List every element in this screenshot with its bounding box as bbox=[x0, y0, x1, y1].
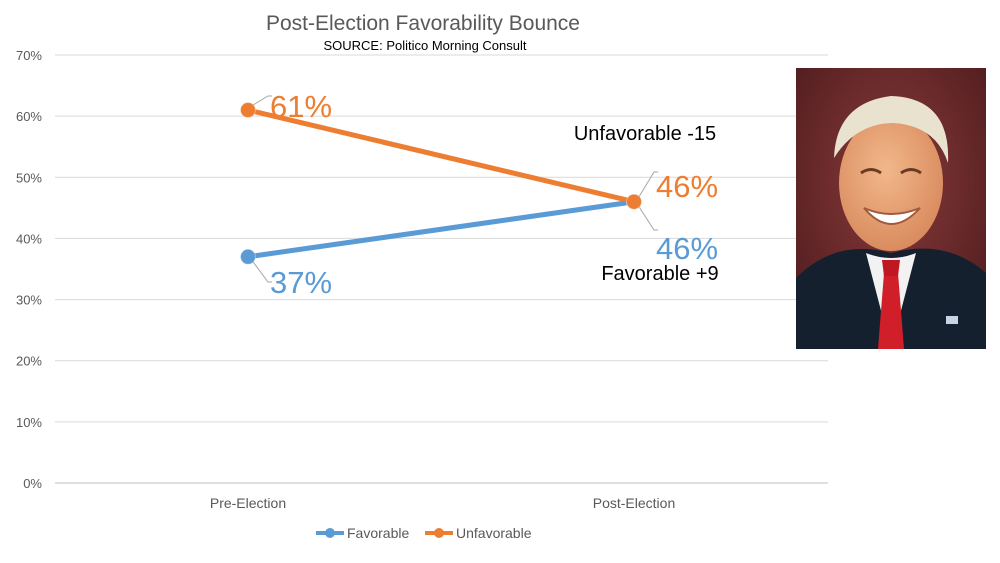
x-tick-label: Post-Election bbox=[593, 495, 675, 511]
annotation-favorable-change: Favorable +9 bbox=[601, 263, 718, 285]
data-label-favorable: 37% bbox=[270, 265, 332, 300]
tie-knot bbox=[882, 260, 900, 276]
series-group: 37% 46% 61% 46% bbox=[240, 89, 718, 300]
legend: Favorable Unfavorable bbox=[316, 525, 532, 541]
y-tick-label: 20% bbox=[16, 354, 42, 369]
label-leader-line bbox=[252, 261, 272, 283]
y-tick-label: 10% bbox=[16, 415, 42, 430]
legend-item-unfavorable[interactable]: Unfavorable bbox=[425, 525, 532, 541]
chart-title: Post-Election Favorability Bounce bbox=[266, 12, 580, 35]
data-label-unfavorable: 61% bbox=[270, 89, 332, 124]
label-leader-line bbox=[252, 95, 272, 106]
portrait-illustration bbox=[796, 68, 986, 349]
data-point-favorable[interactable] bbox=[240, 248, 256, 265]
right-eye bbox=[900, 168, 922, 175]
y-tick-label: 60% bbox=[16, 109, 42, 124]
x-axis: Pre-Election Post-Election bbox=[210, 495, 675, 511]
y-tick-label: 30% bbox=[16, 293, 42, 308]
chart-subtitle: SOURCE: Politico Morning Consult bbox=[323, 38, 526, 53]
hair bbox=[834, 96, 949, 163]
flag-pin bbox=[946, 316, 958, 324]
y-tick-label: 70% bbox=[16, 48, 42, 63]
y-tick-label: 40% bbox=[16, 231, 42, 246]
left-eye bbox=[860, 168, 882, 175]
red-tie bbox=[878, 273, 904, 349]
legend-label-favorable: Favorable bbox=[347, 525, 409, 541]
series-line-favorable bbox=[247, 199, 635, 260]
gridlines bbox=[55, 54, 828, 484]
label-leader-line bbox=[638, 171, 658, 198]
data-label-unfavorable: 46% bbox=[656, 169, 718, 204]
data-point-unfavorable[interactable] bbox=[240, 102, 256, 119]
y-tick-label: 50% bbox=[16, 170, 42, 185]
legend-marker-unfavorable bbox=[434, 528, 444, 538]
data-label-favorable: 46% bbox=[656, 231, 718, 266]
legend-label-unfavorable: Unfavorable bbox=[456, 525, 532, 541]
annotation-unfavorable-change: Unfavorable -15 bbox=[574, 123, 716, 145]
y-axis: 0% 10% 20% 30% 40% 50% 60% 70% bbox=[16, 48, 42, 491]
y-tick-label: 0% bbox=[23, 476, 42, 491]
x-tick-label: Pre-Election bbox=[210, 495, 286, 511]
series-line-unfavorable bbox=[247, 107, 635, 205]
data-point-unfavorable[interactable] bbox=[626, 193, 642, 210]
smile bbox=[863, 207, 921, 225]
legend-item-favorable[interactable]: Favorable bbox=[316, 525, 409, 541]
legend-marker-favorable bbox=[325, 528, 335, 538]
label-leader-line bbox=[638, 206, 658, 231]
portrait-photo bbox=[796, 68, 986, 349]
face bbox=[839, 115, 943, 251]
